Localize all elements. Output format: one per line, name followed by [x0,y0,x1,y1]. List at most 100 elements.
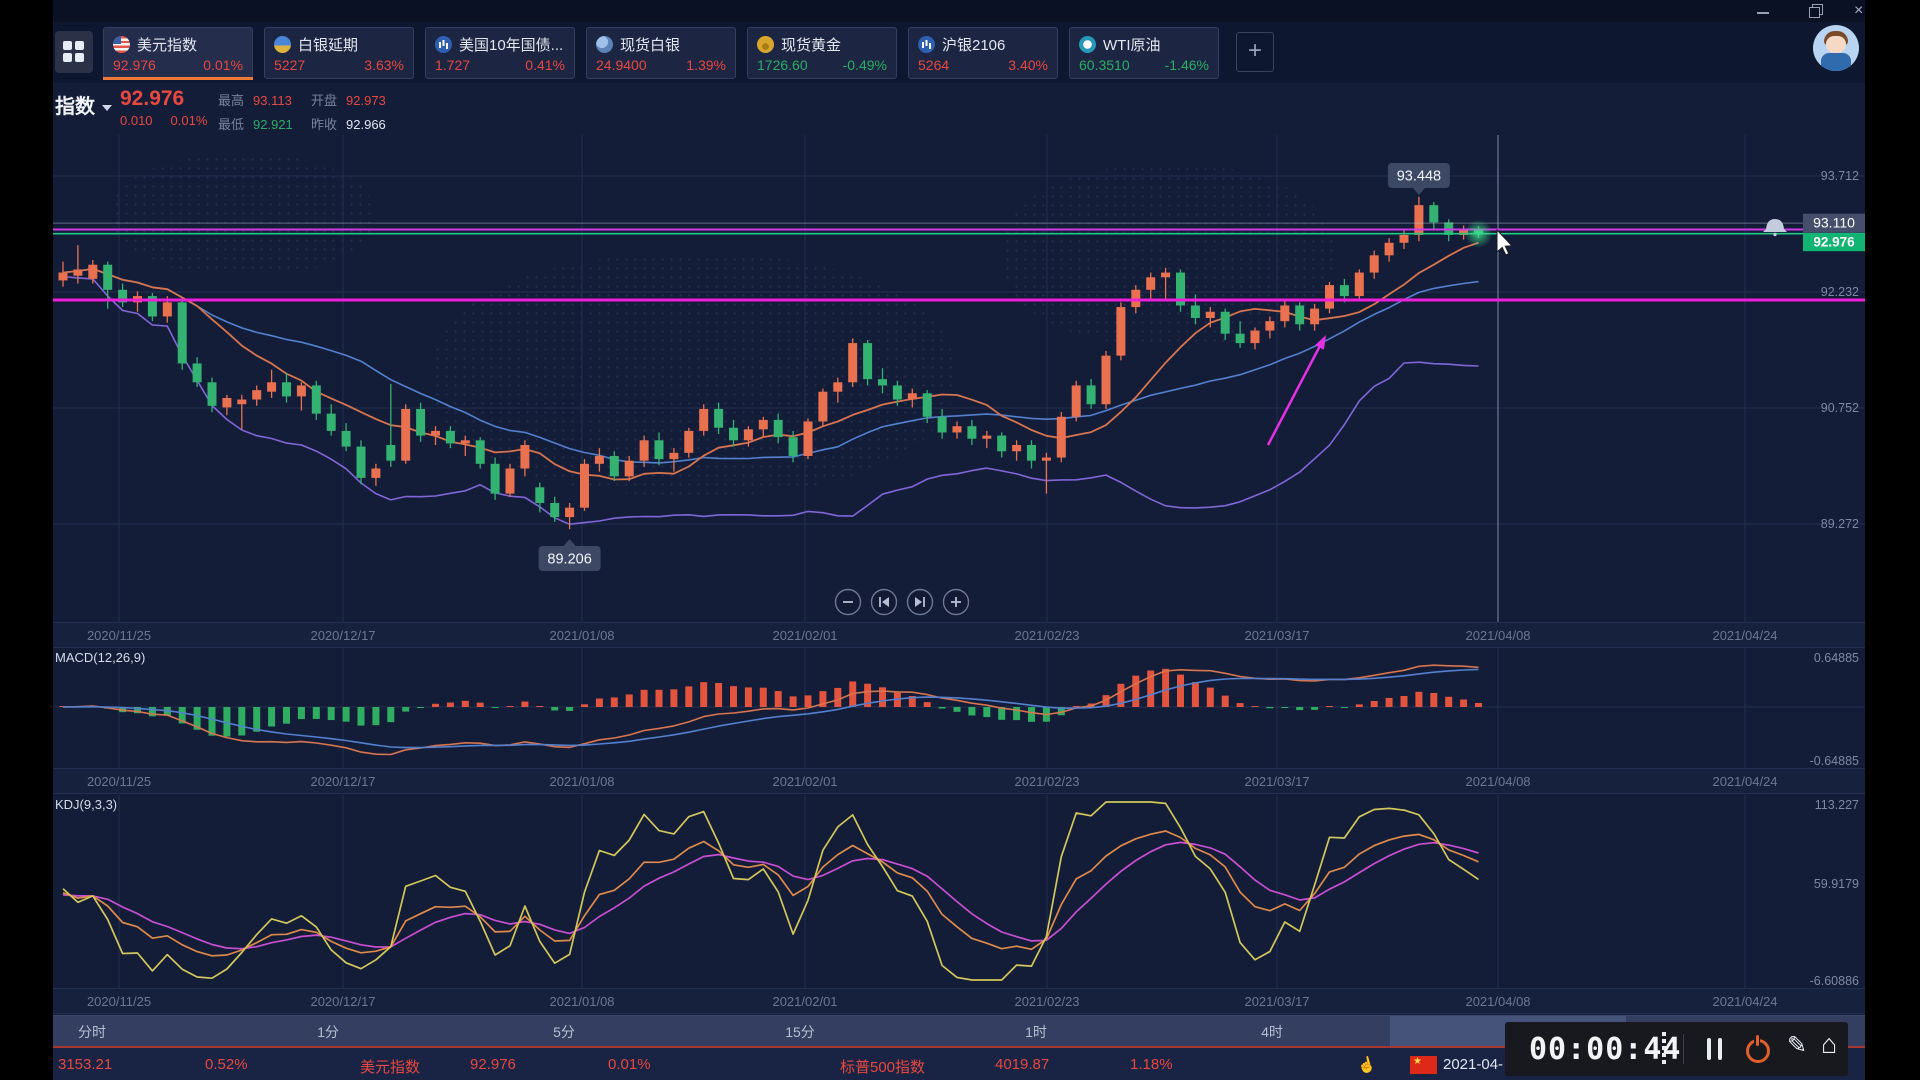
instrument-tabbar: 美元指数 92.976 0.01% 白银延期 5227 3.63% 美国10年国债... 1.… [53,22,1865,83]
svg-text:113.227: 113.227 [1815,798,1859,812]
tab-change-pct: 3.40% [1008,57,1048,73]
add-tab-button[interactable]: + [1236,32,1274,72]
timeframe-分时[interactable]: 分时 [78,1024,106,1040]
date-label: 2021/02/23 [1014,774,1080,789]
chart-nav-minus-button[interactable] [834,588,862,616]
date-label: 2021/02/23 [1014,994,1080,1009]
date-label: 2021/04/08 [1465,994,1531,1009]
svg-text:93.110: 93.110 [1813,215,1855,231]
candlestick-chart[interactable]: 93.712 92.232 90.752 89.272 93.110 92.976 93.4… [53,135,1865,622]
chart-nav-skip-start-button[interactable] [870,588,898,616]
chart-nav-plus-button[interactable] [942,588,970,616]
grid-menu-icon[interactable] [55,31,93,73]
instrument-tab-7[interactable]: WTI原油 60.3510 -1.46% [1069,27,1219,79]
stat-昨收: 昨收 92.966 [311,117,386,132]
recording-timer: 00:00:44 [1529,1032,1682,1067]
tab-price: 5264 [918,57,950,73]
tab-change-pct: 1.39% [686,57,726,73]
chart-nav-skip-end-button[interactable] [906,588,934,616]
tab-name: 白银延期 [298,36,359,54]
alert-bell-icon[interactable] [1763,219,1787,232]
instrument-tab-2[interactable]: 白银延期 5227 3.63% [264,27,414,79]
instrument-tab-6[interactable]: 沪银2106 5264 3.40% [908,27,1058,79]
ticker-item: 92.976 [470,1056,516,1073]
gold-icon [757,35,774,53]
tab-price: 1.727 [435,57,471,73]
date-label: 2021/04/08 [1465,628,1531,643]
date-label: 2021/03/17 [1244,774,1310,789]
close-button[interactable]: × [1854,2,1864,19]
instrument-tab-5[interactable]: 现货黄金 1726.60 -0.49% [747,27,897,79]
date-label: 2020/11/25 [86,994,152,1009]
stat-最高: 最高 93.113 [218,93,292,108]
date-label: 2021/04/24 [1712,628,1778,643]
date-label: 2021/02/01 [772,628,838,643]
stat-最低: 最低 92.921 [218,117,293,132]
home-icon[interactable]: ⌂ [1821,1029,1838,1059]
last-price: 92.976 [120,87,185,110]
main-chart-panel: 93.712 92.232 90.752 89.272 93.110 92.976 93.4… [53,135,1865,622]
tab-change-pct: 3.63% [364,57,404,73]
tab-name: 美国10年国债... [459,36,564,54]
timeframe-4时[interactable]: 4时 [1261,1024,1283,1040]
pause-icon[interactable] [1705,1038,1723,1060]
hand-gesture-icon: ☝ [1355,1054,1378,1076]
timeframe-5分[interactable]: 5分 [553,1024,575,1040]
tab-change-pct: 0.01% [203,57,243,73]
mouse-cursor [1496,228,1513,256]
minimize-button[interactable] [1753,4,1775,20]
price-change: 0.010 0.01% [120,113,208,128]
timeframe-15分[interactable]: 15分 [785,1024,815,1040]
ticker-item: 3153.21 [58,1056,113,1073]
date-label: 2020/11/25 [86,628,152,643]
date-label: 2021/01/08 [549,628,615,643]
restore-button[interactable] [1803,4,1825,20]
stat-开盘: 开盘 92.973 [311,93,386,108]
macd-panel: 0.64885 -0.64885 [53,648,1865,768]
user-avatar[interactable] [1813,25,1859,71]
kdj-chart[interactable]: 113.227 59.9179 -6.60886 [53,795,1865,988]
date-label: 2021/04/24 [1712,994,1778,1009]
date-axis: 2020/11/25 2020/12/17 2021/01/08 2021/02/01… [53,768,1865,794]
stop-power-icon[interactable] [1745,1035,1770,1063]
instrument-tab-3[interactable]: 美国10年国债... 1.727 0.41% [425,27,575,79]
svg-text:93.712: 93.712 [1821,169,1859,183]
tab-price: 1726.60 [757,57,808,73]
tab-price: 24.9400 [596,57,647,73]
date-label: 2021/01/08 [549,774,615,789]
tab-name: 沪银2106 [942,36,1006,54]
svg-text:89.206: 89.206 [547,552,591,568]
trading-app-window: × 美元指数 92.976 0.01% 白银延期 5227 3.63% 美国10年国债...… [53,0,1865,1080]
silver-icon [274,35,291,53]
date-label: 2021/02/01 [772,994,838,1009]
chevron-down-icon [102,104,112,111]
tab-name: 现货白银 [620,36,681,54]
macd-chart[interactable]: 0.64885 -0.64885 [53,648,1865,768]
date-axis: 2020/11/25 2020/12/17 2021/01/08 2021/02/01… [53,622,1865,648]
svg-text:-6.60886: -6.60886 [1810,974,1859,988]
date-label: 2021/02/23 [1014,628,1080,643]
date-label: 2020/11/25 [86,774,152,789]
drag-handle-icon[interactable] [1662,1032,1666,1067]
instrument-tab-1[interactable]: 美元指数 92.976 0.01% [103,27,253,80]
pencil-icon[interactable]: ✎ [1787,1032,1808,1059]
us-icon [113,35,130,53]
instrument-tab-4[interactable]: 现货白银 24.9400 1.39% [586,27,736,79]
china-flag-icon: ★ [1410,1056,1437,1074]
date-label: 2021/01/08 [549,994,615,1009]
date-label: 2021/03/17 [1244,628,1310,643]
date-label: 2021/04/08 [1465,774,1531,789]
symbol-header: 指数 92.976 0.010 0.01% 最高 93.113 开盘 92.973 最低 9… [53,83,1865,135]
ticker-item: 4019.87 [995,1056,1050,1073]
svg-text:0.64885: 0.64885 [1814,651,1859,665]
tab-name: 美元指数 [137,36,198,54]
status-date: 2021-04- [1443,1056,1504,1073]
tab-name: 现货黄金 [781,36,842,54]
symbol-selector[interactable]: 指数 [55,90,112,119]
timeframe-1时[interactable]: 1时 [1025,1024,1047,1040]
svg-text:90.752: 90.752 [1821,401,1859,415]
date-label: 2021/02/01 [772,774,838,789]
tab-price: 5227 [274,57,306,73]
spotsilver-icon [596,35,613,53]
timeframe-1分[interactable]: 1分 [317,1024,339,1040]
